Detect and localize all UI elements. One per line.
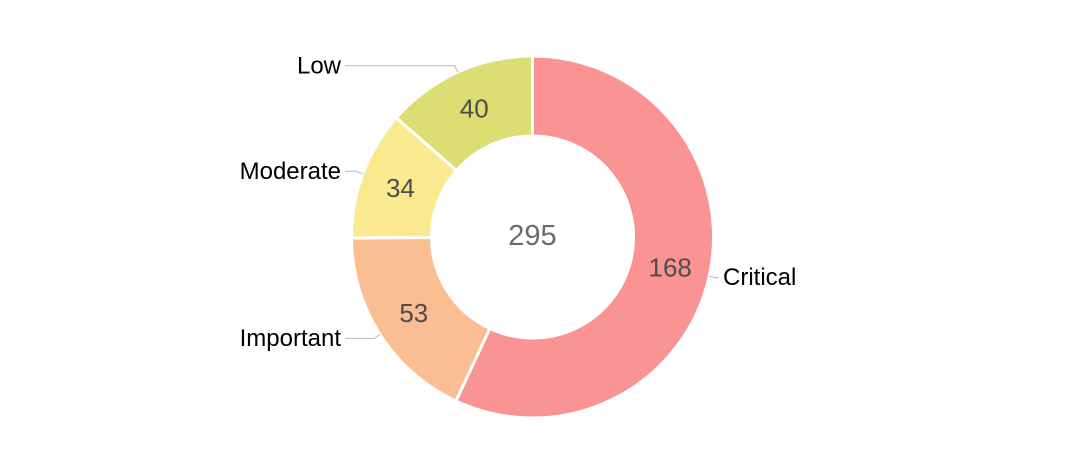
slice-value-important: 53 xyxy=(399,298,428,328)
donut-slice-important[interactable] xyxy=(350,236,492,403)
category-label-moderate: Moderate xyxy=(240,158,341,185)
donut-center-total: 295 xyxy=(508,220,556,252)
category-labels: Critical Important Moderate Low xyxy=(240,52,797,352)
category-label-critical: Critical xyxy=(723,264,796,291)
slice-value-critical: 168 xyxy=(649,253,692,283)
category-label-low: Low xyxy=(297,52,342,79)
slice-value-labels: 168 53 34 40 xyxy=(386,94,692,329)
donut-slice-critical[interactable] xyxy=(454,54,715,420)
category-label-important: Important xyxy=(240,325,342,352)
leader-line-moderate xyxy=(345,170,364,175)
leader-lines xyxy=(345,65,719,339)
leader-line-low xyxy=(345,65,459,73)
donut-slice-low[interactable] xyxy=(394,54,534,172)
donut-slices xyxy=(349,54,715,420)
slice-value-moderate: 34 xyxy=(386,173,415,203)
leader-line-critical xyxy=(709,275,719,279)
leader-line-important xyxy=(345,334,381,339)
slice-value-low: 40 xyxy=(460,94,489,124)
